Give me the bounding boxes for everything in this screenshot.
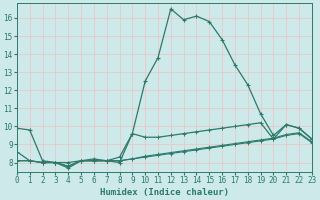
X-axis label: Humidex (Indice chaleur): Humidex (Indice chaleur) xyxy=(100,188,229,197)
